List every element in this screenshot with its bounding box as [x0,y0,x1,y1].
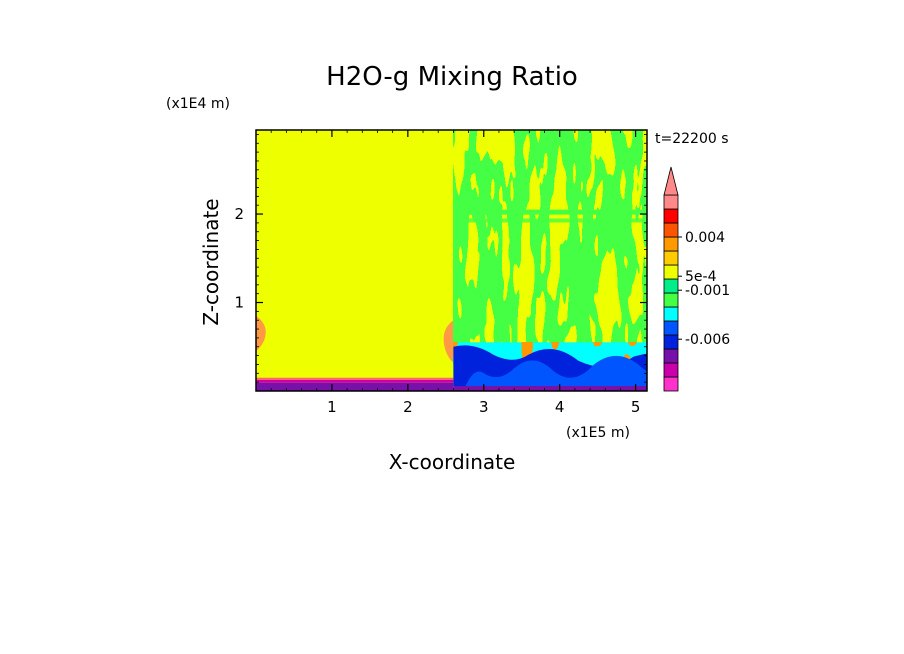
plot-frame [255,129,648,392]
colorbar-extend-arrow [663,166,679,196]
x-tick-label-1: 1 [327,398,337,416]
left-band-mid [256,379,454,383]
colorbar-swatch-11 [663,222,679,238]
colorbar-swatch-12 [663,208,679,224]
right-blue-light [463,356,647,391]
left-edge-patch [256,315,266,351]
colorbar-swatch-3 [663,334,679,350]
y-unit-label: (x1E4 m) [166,96,230,112]
colorbar-swatch-10 [663,236,679,252]
x-axis: 1 2 3 4 5 [270,130,641,416]
colorbar-label: 5e-4 [685,269,717,285]
colorbar-swatch-6 [663,292,679,308]
colorbar-swatch-1 [663,362,679,378]
y-axis-label: Z-coordinate [199,198,223,325]
x-tick-label-2: 2 [403,398,413,416]
left-band-top [256,377,454,380]
colorbar-swatch-0 [663,376,679,392]
y-tick-label-1: 1 [234,294,244,312]
right-purple-floor [453,386,647,391]
left-band-bottom [256,382,454,391]
x-axis-label: X-coordinate [389,450,516,474]
right-band-low [453,218,647,223]
colorbar-swatch-7 [663,278,679,294]
y-axis: 12 [234,134,647,383]
colorbar-swatch-2 [663,348,679,364]
colorbar-swatch-5 [663,306,679,322]
x-unit-label: (x1E5 m) [566,425,630,441]
boundary-patch [443,320,454,363]
colorbar-swatch-13 [663,194,679,210]
time-label: t=22200 s [655,131,729,147]
x-tick-label-4: 4 [555,398,565,416]
plot-area [256,130,647,391]
x-tick-label-3: 3 [479,398,489,416]
colorbar-swatch-8 [663,264,679,280]
right-streaks-upper [453,130,647,352]
colorbar-label: -0.006 [685,332,730,348]
y-tick-label-2: 2 [234,205,244,223]
chart-title: H2O-g Mixing Ratio [326,62,578,92]
colorbar-label: 0.004 [685,230,725,246]
colorbar-swatch-9 [663,250,679,266]
x-tick-label-5: 5 [631,398,641,416]
colorbar: 0.004 5e-4-0.001 -0.006 [663,166,730,392]
right-band-high [453,209,647,215]
colorbar-label: -0.001 [685,283,730,299]
colorbar-swatch-4 [663,320,679,336]
